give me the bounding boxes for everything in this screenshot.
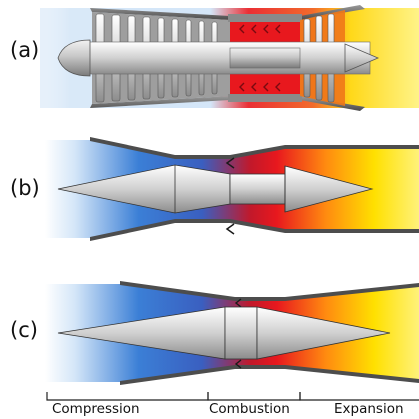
panel-b-casing-bottom — [90, 219, 419, 241]
panel-label-c: (c) — [10, 318, 38, 342]
panel-c-casing-top — [120, 281, 419, 301]
stage-label-combustion: Combustion — [209, 401, 290, 417]
stage-brackets — [46, 392, 419, 401]
panel-label-a: (a) — [10, 38, 40, 62]
panel-label-b: (b) — [10, 176, 40, 200]
panel-b-casing-top — [90, 137, 419, 159]
panel-b-flames — [225, 157, 235, 235]
panel-a-engine — [40, 5, 419, 111]
panel-c-flames — [234, 298, 242, 369]
panel-c-turbine-cone — [256, 306, 391, 360]
panel-c-combustor-core — [224, 306, 258, 360]
panel-b-engine — [45, 137, 419, 241]
panel-a-nose-cone — [57, 39, 91, 77]
stage-label-expansion: Expansion — [334, 403, 404, 417]
panel-a-flames — [239, 24, 281, 92]
panel-a-exhaust-cone — [344, 43, 380, 73]
bracket-combustion — [207, 392, 301, 401]
panel-c-engine — [45, 281, 419, 385]
bracket-expansion — [299, 392, 419, 401]
panel-b-combustor-core — [229, 173, 286, 205]
bracket-compression — [46, 392, 209, 401]
stage-label-compression: Compression — [52, 401, 140, 417]
panel-a-shaft — [79, 41, 371, 75]
panel-c-casing-bottom — [120, 365, 419, 385]
